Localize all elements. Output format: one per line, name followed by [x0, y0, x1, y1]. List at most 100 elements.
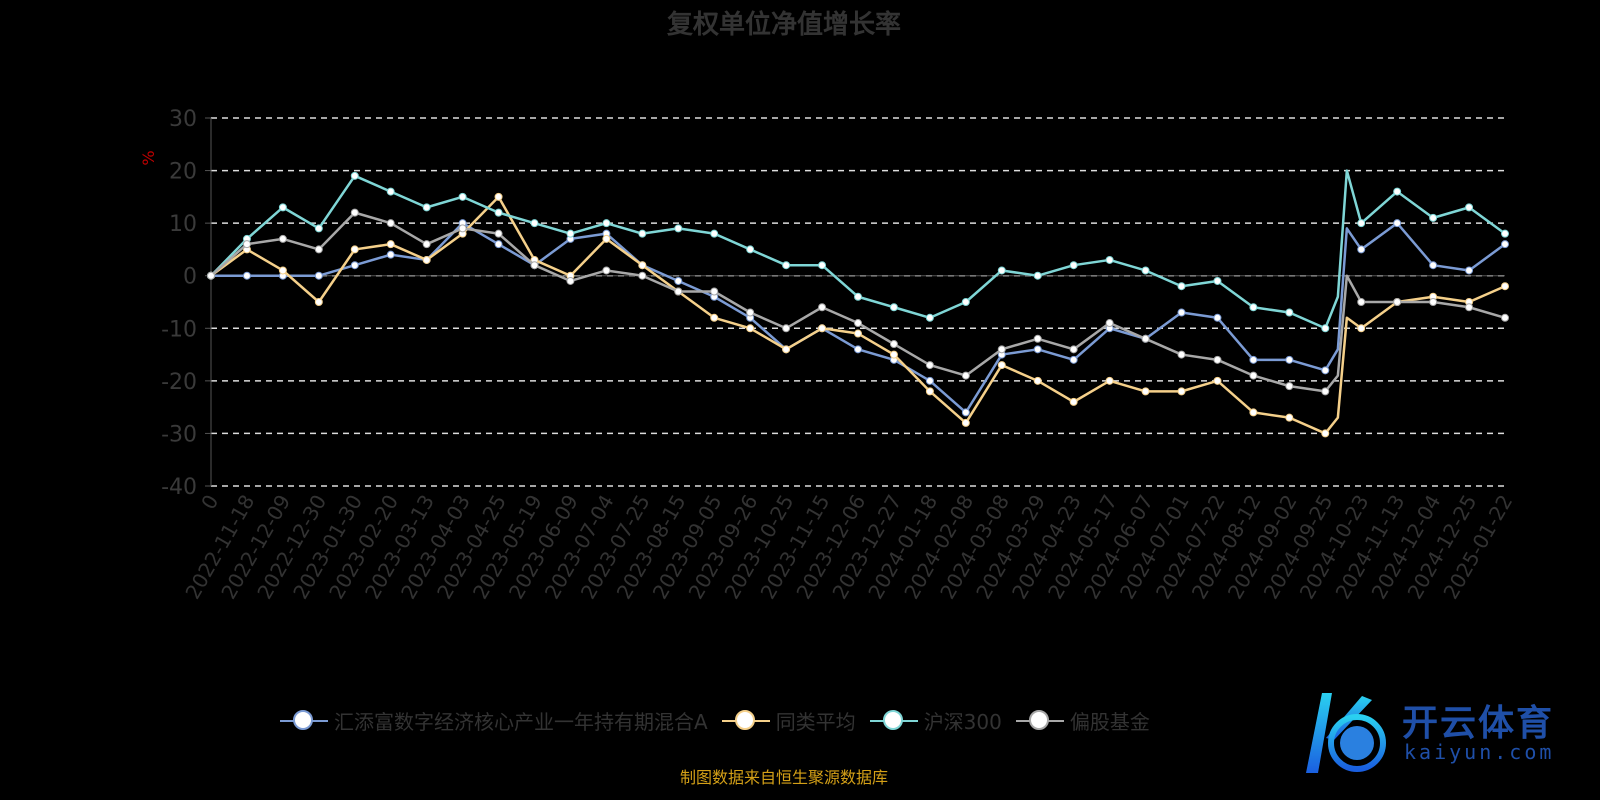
data-point-0 [1393, 219, 1402, 228]
data-point-1 [889, 350, 898, 359]
data-point-0 [494, 240, 503, 249]
data-point-2 [710, 229, 719, 238]
data-point-0 [1213, 313, 1222, 322]
data-point-0 [1069, 355, 1078, 364]
data-point-3 [1429, 298, 1438, 306]
data-point-1 [1501, 282, 1509, 291]
data-point-1 [1069, 397, 1078, 406]
x-tick-label: 0 [196, 491, 223, 514]
data-point-3 [1069, 345, 1078, 354]
data-point-1 [1285, 413, 1294, 422]
data-point-0 [350, 261, 359, 270]
data-point-2 [422, 203, 431, 212]
legend-item-equity-fund[interactable]: 偏股基金 [1015, 706, 1150, 735]
data-point-3 [494, 229, 503, 238]
data-point-3 [710, 287, 719, 296]
data-point-3 [818, 303, 827, 312]
data-source-note: 制图数据来自恒生聚源数据库 [679, 768, 888, 787]
data-point-1 [746, 324, 755, 333]
data-point-2 [1465, 203, 1474, 212]
legend-item-fund[interactable]: 汇添富数字经济核心产业一年持有期混合A [280, 706, 708, 735]
data-point-2 [1069, 261, 1078, 270]
data-point-1 [925, 387, 934, 396]
data-point-2 [1393, 187, 1402, 196]
data-point-1 [818, 324, 827, 333]
data-point-3 [1105, 319, 1114, 328]
data-point-2 [997, 266, 1006, 275]
data-point-0 [1249, 355, 1258, 364]
data-point-2 [782, 261, 791, 270]
data-point-2 [566, 229, 575, 238]
data-point-1 [494, 192, 503, 201]
data-point-2 [818, 261, 827, 270]
data-point-2 [1321, 324, 1330, 333]
data-point-2 [1501, 229, 1509, 238]
data-point-3 [422, 240, 431, 249]
data-point-3 [1285, 382, 1294, 391]
data-point-3 [1393, 298, 1402, 306]
legend-marker [1015, 709, 1064, 733]
data-point-0 [1357, 245, 1366, 254]
data-point-2 [1213, 276, 1222, 285]
legend-item-csi300[interactable]: 沪深300 [869, 706, 1002, 735]
data-point-1 [854, 329, 862, 338]
data-point-2 [494, 208, 503, 217]
data-point-2 [1177, 282, 1186, 291]
data-point-1 [422, 255, 431, 264]
data-point-3 [782, 324, 791, 333]
data-point-0 [925, 376, 934, 385]
legend: 汇添富数字经济核心产业一年持有期混合A 同类平均 沪深300 偏股基金 [280, 706, 1150, 735]
data-point-0 [1033, 345, 1042, 354]
data-point-0 [1285, 355, 1294, 364]
y-tick-label: -10 [161, 317, 197, 342]
watermark-text: 开云体育 [1402, 703, 1555, 744]
data-point-2 [1105, 255, 1114, 264]
data-point-3 [1321, 387, 1330, 396]
data-point-1 [1357, 324, 1366, 333]
data-point-3 [1501, 313, 1509, 322]
data-point-3 [674, 287, 683, 296]
data-point-2 [1033, 271, 1042, 280]
data-point-3 [1141, 334, 1150, 343]
legend-label: 沪深300 [923, 710, 1002, 734]
legend-marker [721, 709, 770, 733]
data-point-2 [314, 224, 323, 233]
y-tick-label: 20 [169, 160, 197, 185]
data-point-1 [602, 234, 611, 243]
data-point-1 [638, 261, 647, 270]
legend-marker [280, 709, 328, 733]
legend-item-peer-average[interactable]: 同类平均 [721, 706, 856, 735]
y-tick-label: 10 [169, 212, 197, 237]
data-point-1 [1105, 376, 1114, 385]
data-point-1 [997, 361, 1006, 370]
data-point-2 [1249, 303, 1258, 312]
chart-title: 复权单位净值增长率 [666, 10, 901, 40]
data-point-3 [602, 266, 611, 275]
data-point-0 [1501, 240, 1509, 249]
watermark-url: kaiyun.com [1404, 740, 1555, 764]
data-point-1 [782, 345, 791, 354]
data-point-0 [242, 271, 251, 280]
y-tick-label: 0 [183, 265, 197, 290]
data-point-2 [889, 303, 898, 312]
data-point-3 [638, 271, 647, 280]
data-point-3 [1177, 350, 1186, 359]
y-axis-label: % [139, 150, 158, 165]
data-point-1 [278, 266, 287, 275]
data-point-1 [1141, 387, 1150, 396]
data-point-1 [386, 240, 395, 249]
data-point-2 [458, 192, 467, 201]
data-point-3 [314, 245, 323, 254]
data-point-3 [961, 371, 970, 380]
data-point-0 [674, 276, 683, 285]
data-point-3 [386, 219, 395, 228]
data-point-1 [1249, 408, 1258, 417]
data-point-1 [1033, 376, 1042, 385]
data-point-2 [530, 219, 539, 228]
data-point-2 [278, 203, 287, 212]
data-point-3 [854, 319, 862, 328]
data-point-3 [242, 240, 251, 249]
legend-label: 汇添富数字经济核心产业一年持有期混合A [334, 710, 708, 734]
data-point-0 [1321, 366, 1330, 375]
